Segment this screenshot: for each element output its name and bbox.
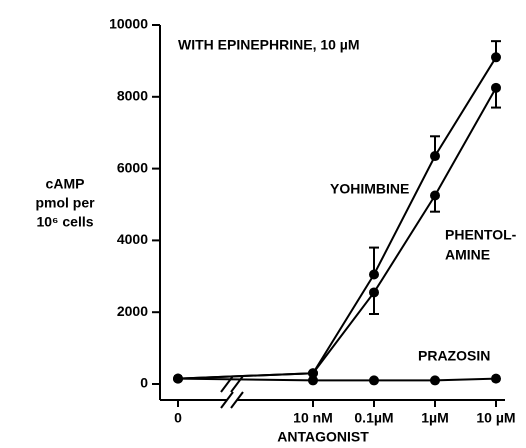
series-label: YOHIMBINE <box>330 181 409 197</box>
x-tick-label: 0 <box>174 410 182 426</box>
series-label: PRAZOSIN <box>418 348 490 364</box>
data-point <box>369 375 379 386</box>
x-tick-label: 10 µM <box>476 410 515 426</box>
axis-break <box>220 391 234 409</box>
data-point <box>491 373 501 384</box>
y-tick-label: 8000 <box>117 88 148 104</box>
y-axis-label: cAMP <box>46 176 85 192</box>
x-axis-label: ANTAGONIST <box>277 429 369 445</box>
series-line <box>177 377 497 382</box>
data-point <box>173 373 183 384</box>
data-point <box>491 82 501 93</box>
data-point <box>430 375 440 386</box>
data-point <box>430 151 440 162</box>
x-tick-label: 1µM <box>421 410 449 426</box>
data-point <box>308 368 318 379</box>
axis-break <box>230 391 244 409</box>
data-point <box>308 375 318 386</box>
x-tick-label: 0.1µM <box>354 410 393 426</box>
y-tick-label: 2000 <box>117 303 148 319</box>
y-axis-label: 10⁶ cells <box>36 214 93 230</box>
y-tick-label: 4000 <box>117 231 148 247</box>
series-label: PHENTOL- <box>445 227 517 243</box>
data-point <box>369 287 379 298</box>
data-point <box>369 269 379 280</box>
y-axis-label: pmol per <box>35 195 95 211</box>
data-point <box>430 190 440 201</box>
series-label: AMINE <box>445 247 490 263</box>
y-tick-label: 10000 <box>109 16 148 32</box>
y-tick-label: 6000 <box>117 159 148 175</box>
series-line <box>177 56 497 380</box>
x-tick-label: 10 nM <box>293 410 333 426</box>
y-tick-label: 0 <box>140 375 148 391</box>
annotation: WITH EPINEPHRINE, 10 µM <box>178 37 360 53</box>
data-point <box>491 52 501 63</box>
